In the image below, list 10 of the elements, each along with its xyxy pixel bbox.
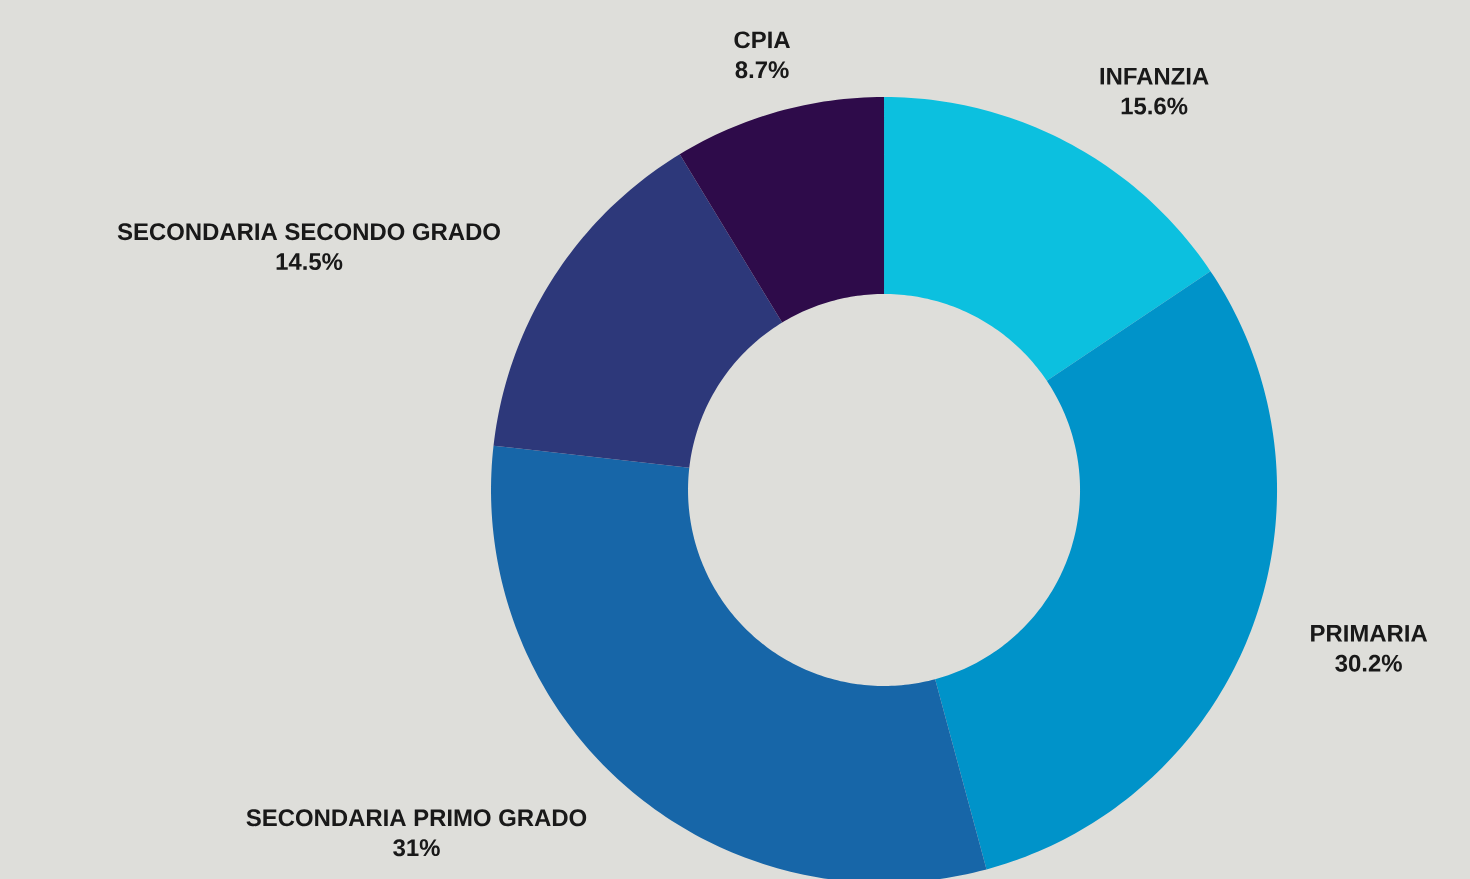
- slice-label: CPIA: [734, 31, 790, 49]
- data-label: 15.6%: [1121, 97, 1188, 115]
- data-label: 30.2%: [1335, 654, 1402, 672]
- data-label: 14.5%: [276, 253, 343, 271]
- slice-label: INFANZIA: [1100, 67, 1209, 85]
- data-label: 31%: [393, 839, 440, 857]
- slice-label: SECONDARIA SECONDO GRADO: [117, 223, 500, 241]
- data-label: 8.7%: [735, 61, 789, 79]
- slice-label: PRIMARIA: [1311, 625, 1428, 642]
- slice-label: SECONDARIA PRIMO GRADO: [246, 809, 587, 827]
